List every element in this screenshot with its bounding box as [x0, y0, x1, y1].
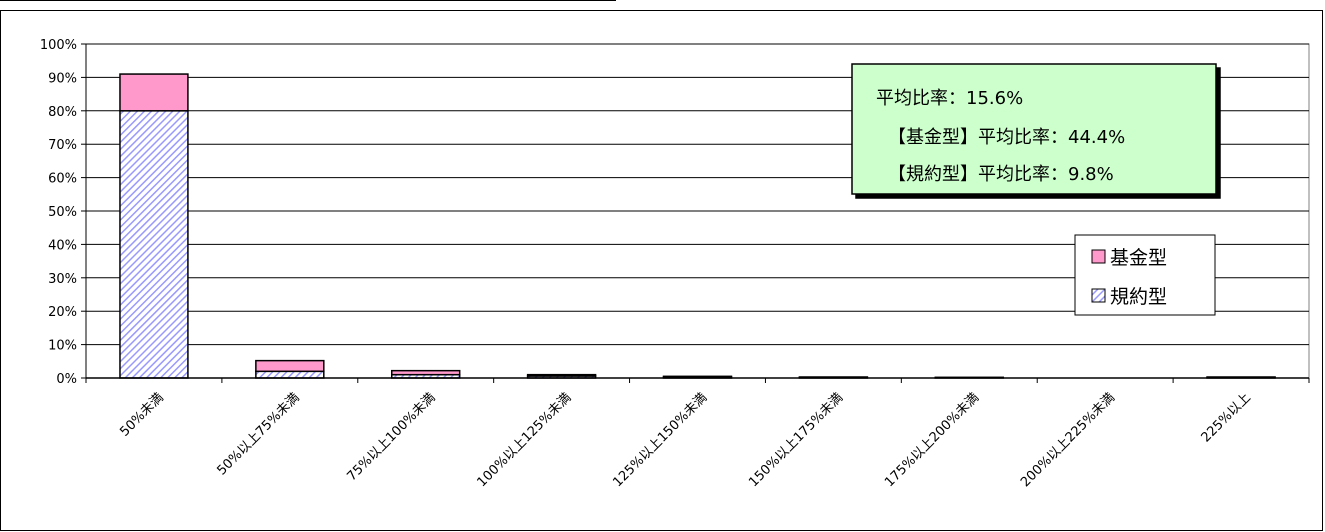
statistics-box — [851, 63, 1217, 195]
x-axis: 50%未満 50%以上75%未満 75%以上100%未満 100%以上125%未満 12… — [85, 377, 1310, 490]
bar-kiyaku — [255, 370, 325, 379]
x-tick-label: 50%以上75%未満 — [214, 390, 302, 478]
y-tick-label: 80% — [48, 105, 77, 120]
x-tick-label: 75%以上100%未満 — [344, 390, 438, 484]
y-tick-label: 0% — [56, 372, 77, 387]
bar-kikin — [662, 375, 733, 378]
y-tick-label: 50% — [48, 205, 77, 220]
y-axis: 0% 10% 20% 30% 40% 50% 60% 70% 80% 90% 100% — [40, 38, 87, 387]
bar-kikin — [526, 373, 597, 377]
legend: 基金型 規約型 — [1074, 234, 1216, 316]
legend-swatch-kikin — [1091, 249, 1106, 264]
y-tick-label: 70% — [48, 138, 77, 153]
legend-label-kiyaku: 規約型 — [1110, 286, 1167, 308]
y-tick-label: 40% — [48, 238, 77, 253]
top-border-line — [0, 0, 616, 1]
x-tick-label: 150%以上175%未満 — [746, 390, 846, 490]
y-tick-label: 20% — [48, 305, 77, 320]
legend-swatch-kiyaku — [1091, 288, 1106, 303]
kikin-average-ratio-text: 【基金型】平均比率：44.4% — [888, 127, 1125, 148]
kiyaku-average-ratio-text: 【規約型】平均比率：9.8% — [888, 164, 1114, 185]
y-tick-label: 60% — [48, 172, 77, 187]
x-tick-label: 175%以上200%未満 — [882, 390, 982, 490]
x-tick-label: 100%以上125%未満 — [474, 390, 574, 490]
bars — [119, 73, 1276, 379]
legend-label-kikin: 基金型 — [1110, 247, 1167, 269]
bar-kikin — [255, 359, 325, 373]
y-tick-label: 90% — [48, 71, 77, 86]
x-tick-label: 50%未満 — [117, 390, 166, 439]
y-tick-label: 30% — [48, 272, 77, 287]
bar-kikin — [391, 369, 461, 376]
x-tick-label: 200%以上225%未満 — [1018, 390, 1118, 490]
y-tick-label: 100% — [40, 38, 77, 53]
x-tick-label: 225%以上 — [1199, 390, 1254, 445]
bar-kiyaku — [119, 110, 189, 379]
average-ratio-text: 平均比率：15.6% — [876, 88, 1023, 109]
y-tick-label: 10% — [48, 339, 77, 354]
x-tick-label: 125%以上150%未満 — [610, 390, 710, 490]
bar-kikin — [119, 73, 189, 112]
